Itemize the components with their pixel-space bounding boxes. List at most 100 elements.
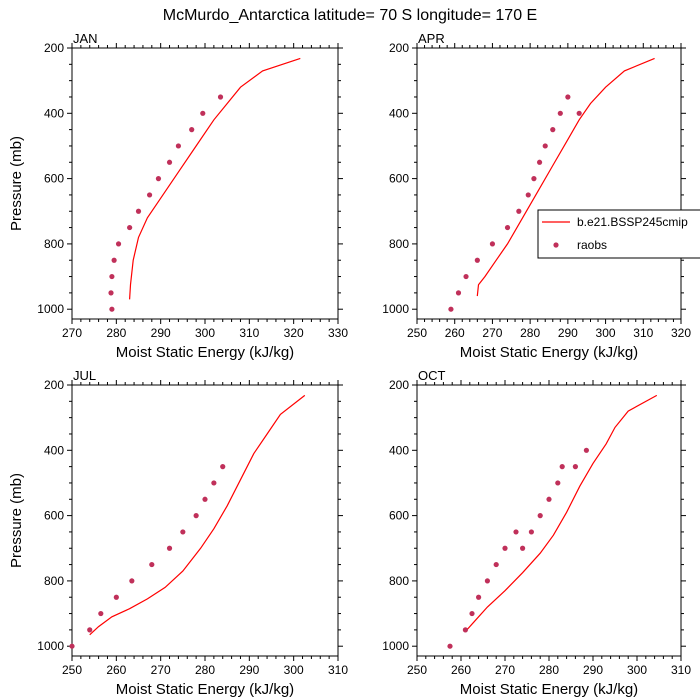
x-tick-label: 290	[151, 326, 171, 340]
raobs-point	[542, 143, 548, 149]
raobs-point	[98, 610, 104, 617]
raobs-point	[536, 159, 543, 165]
raobs-point	[572, 464, 579, 470]
panel-label: JUL	[73, 368, 96, 383]
raobs-point	[550, 127, 556, 133]
model-line	[476, 57, 655, 297]
raobs-point	[127, 224, 133, 231]
y-tick-label: 600	[389, 509, 409, 523]
legend: b.e21.BSSP245cmip raobs	[537, 209, 700, 259]
raobs-point	[469, 610, 475, 617]
x-tick-label: 280	[195, 663, 215, 677]
raobs-point	[200, 110, 206, 116]
x-tick-label: 320	[671, 326, 691, 340]
raobs-point	[211, 480, 217, 486]
x-axis-title: Moist Static Energy (kJ/kg)	[460, 344, 638, 361]
y-tick-label: 1000	[382, 302, 409, 316]
raobs-point	[180, 529, 186, 535]
raobs-point	[135, 208, 142, 214]
raobs-point	[109, 273, 115, 280]
panel-apr: APR 250 260 270 280 290 300 310 320 200 400 600 800 1…	[382, 31, 691, 361]
legend-obs-swatch	[553, 242, 559, 248]
y-tick-label: 400	[389, 106, 409, 120]
legend-model-label: b.e21.BSSP245cmip	[577, 215, 688, 229]
raobs-point	[528, 529, 535, 535]
model-line	[89, 394, 306, 636]
panel-oct: OCT 250 260 270 280 290 300 310 200 400 600 800 1000…	[382, 368, 691, 698]
x-tick-label: 290	[583, 663, 603, 677]
y-tick-label: 800	[44, 237, 64, 251]
y-tick-label: 200	[44, 41, 64, 55]
raobs-point	[531, 176, 537, 182]
x-tick-label: 270	[482, 326, 502, 340]
raobs-point	[220, 464, 226, 470]
raobs-point	[520, 545, 526, 551]
x-tick-label: 300	[596, 326, 616, 340]
x-tick-label: 260	[451, 663, 471, 677]
raobs-point	[193, 513, 199, 519]
y-tick-label: 1000	[382, 639, 409, 653]
x-tick-label: 280	[520, 326, 540, 340]
x-axis-title: Moist Static Energy (kJ/kg)	[116, 344, 294, 361]
y-tick-label: 400	[44, 106, 64, 120]
x-tick-label: 280	[106, 326, 126, 340]
raobs-point	[565, 94, 571, 100]
y-tick-label: 600	[389, 172, 409, 186]
raobs-point	[149, 561, 155, 568]
raobs-point	[146, 192, 153, 198]
raobs-point	[202, 496, 208, 502]
raobs-point	[166, 545, 173, 551]
y-tick-label: 800	[389, 574, 409, 588]
raobs-point	[108, 290, 114, 296]
y-tick-label: 200	[389, 41, 409, 55]
y-tick-label: 800	[389, 237, 409, 251]
x-tick-label: 310	[328, 663, 348, 677]
raobs-point	[557, 110, 563, 116]
raobs-point	[474, 257, 480, 263]
y-tick-label: 200	[44, 378, 64, 392]
raobs-point	[129, 578, 135, 584]
panel-label: OCT	[418, 368, 446, 383]
raobs-point	[69, 643, 75, 649]
model-line	[464, 394, 658, 632]
x-axis-title: Moist Static Energy (kJ/kg)	[460, 681, 638, 698]
x-tick-label: 300	[284, 663, 304, 677]
plot-frame	[416, 384, 682, 657]
x-tick-label: 300	[627, 663, 647, 677]
x-tick-label: 260	[445, 326, 465, 340]
panel-jul: JUL 250 260 270 280 290 300 310 200 400 600 800 1000…	[8, 368, 348, 698]
raobs-point	[455, 290, 462, 296]
model-line	[129, 57, 301, 300]
raobs-point	[525, 192, 531, 198]
raobs-point	[576, 110, 582, 116]
y-tick-label: 1000	[37, 302, 64, 316]
raobs-point	[111, 257, 117, 263]
panels-group: JAN 270 280 290 300 310 320 330 200 400 600 800 1000…	[8, 31, 691, 698]
x-tick-label: 250	[407, 663, 427, 677]
raobs-point	[476, 594, 482, 600]
legend-box	[537, 209, 700, 259]
x-tick-label: 310	[671, 663, 691, 677]
raobs-point	[502, 545, 508, 551]
y-tick-label: 400	[44, 443, 64, 457]
x-tick-label: 270	[151, 663, 171, 677]
x-tick-label: 280	[539, 663, 559, 677]
raobs-point	[493, 561, 499, 568]
x-tick-label: 270	[62, 326, 82, 340]
y-tick-label: 400	[389, 443, 409, 457]
raobs-point	[462, 627, 468, 633]
raobs-point	[166, 159, 173, 165]
raobs-point	[484, 578, 490, 584]
x-tick-label: 300	[195, 326, 215, 340]
raobs-point	[504, 224, 511, 231]
raobs-point	[516, 208, 522, 214]
x-tick-label: 320	[284, 326, 304, 340]
x-tick-label: 250	[62, 663, 82, 677]
raobs-point	[559, 464, 565, 470]
raobs-point	[87, 627, 93, 633]
x-tick-label: 290	[239, 663, 259, 677]
raobs-point	[115, 241, 122, 247]
raobs-point	[513, 529, 519, 535]
x-tick-label: 310	[633, 326, 653, 340]
